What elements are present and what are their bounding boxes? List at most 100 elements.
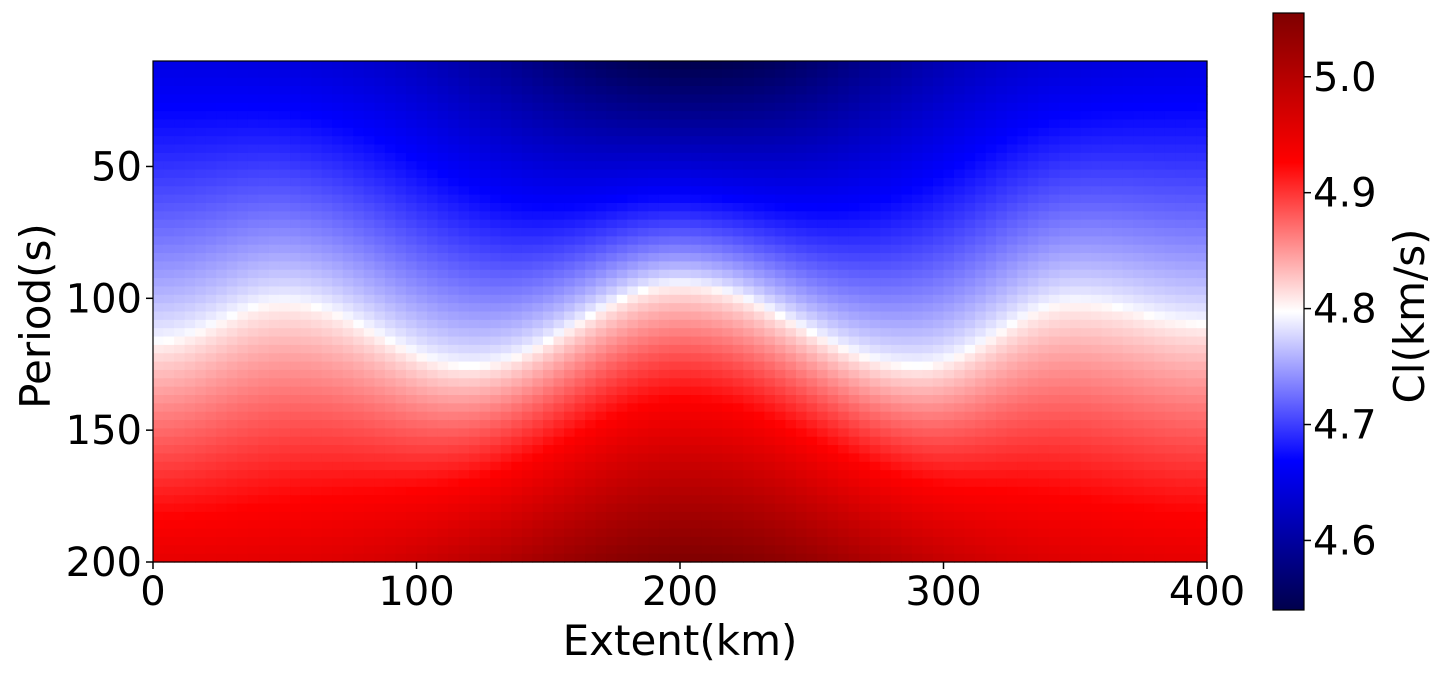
heatmap-cell (258, 361, 270, 371)
heatmap-cell (427, 77, 439, 87)
heatmap-cell (1027, 69, 1039, 79)
heatmap-cell (405, 161, 418, 171)
heatmap-cell (1154, 344, 1166, 354)
heatmap-cell (606, 286, 618, 296)
heatmap-cell (448, 211, 460, 221)
heatmap-cell (627, 378, 639, 388)
heatmap-cell (542, 261, 555, 271)
heatmap-cell (838, 420, 850, 429)
heatmap-cell (1091, 286, 1103, 296)
heatmap-cell (1017, 361, 1029, 371)
heatmap-cell (1122, 211, 1134, 221)
heatmap-cell (1143, 219, 1155, 229)
heatmap-cell (542, 102, 555, 112)
heatmap-cell (954, 378, 966, 388)
heatmap-cell (764, 319, 776, 329)
heatmap-cell (690, 219, 702, 229)
heatmap-cell (1006, 336, 1018, 346)
heatmap-cell (448, 303, 460, 313)
heatmap-cell (416, 253, 428, 262)
heatmap-cell (648, 378, 660, 388)
heatmap-cell (680, 119, 692, 129)
heatmap-cell (743, 303, 755, 313)
heatmap-cell (890, 278, 902, 288)
heatmap-cell (574, 269, 586, 279)
heatmap-cell (648, 353, 660, 363)
heatmap-cell (753, 152, 765, 162)
heatmap-cell (817, 244, 829, 254)
heatmap-cell (479, 336, 491, 346)
heatmap-cell (1048, 211, 1061, 221)
heatmap-cell (427, 69, 439, 79)
heatmap-cell (911, 328, 924, 338)
heatmap-cell (184, 420, 196, 429)
heatmap-cell (542, 445, 555, 455)
heatmap-cell (500, 278, 512, 288)
heatmap-cell (859, 303, 871, 313)
heatmap-cell (311, 294, 323, 304)
heatmap-cell (996, 286, 1008, 296)
heatmap-cell (648, 461, 660, 471)
heatmap-cell (564, 111, 576, 121)
heatmap-cell (395, 236, 407, 246)
heatmap-cell (1048, 186, 1061, 196)
heatmap-cell (1143, 127, 1155, 137)
heatmap-cell (616, 61, 628, 70)
heatmap-cell (553, 261, 565, 271)
heatmap-cell (1038, 211, 1050, 221)
heatmap-cell (827, 136, 839, 146)
heatmap-cell (595, 428, 607, 438)
heatmap-cell (1143, 411, 1155, 421)
heatmap-cell (437, 261, 449, 271)
heatmap-cell (448, 77, 460, 87)
heatmap-cell (247, 361, 259, 371)
heatmap-cell (290, 445, 302, 455)
heatmap-cell (553, 344, 565, 354)
heatmap-cell (658, 303, 671, 313)
heatmap-cell (680, 202, 692, 212)
heatmap-cell (743, 403, 755, 413)
heatmap-cell (964, 211, 976, 221)
heatmap-cell (806, 336, 818, 346)
heatmap-cell (384, 144, 397, 154)
heatmap-cell (1112, 294, 1124, 304)
heatmap-cell (469, 395, 481, 404)
heatmap-cell (880, 211, 892, 221)
heatmap-cell (437, 219, 449, 229)
heatmap-cell (1038, 119, 1050, 129)
heatmap-cell (247, 453, 259, 463)
heatmap-cell (869, 353, 881, 363)
heatmap-cell (1038, 294, 1050, 304)
heatmap-cell (1080, 269, 1092, 279)
heatmap-cell (922, 202, 934, 212)
heatmap-cell (1164, 261, 1176, 271)
heatmap-cell (954, 294, 966, 304)
heatmap-cell (205, 395, 217, 404)
heatmap-cell (363, 253, 375, 262)
heatmap-cell (838, 303, 850, 313)
heatmap-cell (395, 161, 407, 171)
heatmap-cell (321, 169, 333, 179)
heatmap-cell (1017, 470, 1029, 480)
heatmap-cell (616, 161, 628, 171)
heatmap-cell (237, 420, 249, 429)
heatmap-cell (1196, 169, 1208, 179)
heatmap-cell (226, 411, 238, 421)
heatmap-cell (595, 127, 607, 137)
heatmap-cell (954, 361, 966, 371)
heatmap-cell (479, 69, 491, 79)
heatmap-cell (521, 253, 534, 262)
heatmap-cell (1133, 269, 1145, 279)
heatmap-cell (911, 177, 924, 187)
heatmap-cell (985, 353, 997, 363)
heatmap-cell (1101, 378, 1113, 388)
heatmap-cell (564, 94, 576, 104)
heatmap-cell (774, 461, 786, 471)
heatmap-cell (511, 311, 523, 321)
heatmap-cell (1112, 194, 1124, 204)
heatmap-cell (859, 353, 871, 363)
heatmap-cell (848, 261, 860, 271)
heatmap-cell (743, 395, 755, 404)
heatmap-cell (1185, 369, 1198, 379)
heatmap-cell (838, 144, 850, 154)
